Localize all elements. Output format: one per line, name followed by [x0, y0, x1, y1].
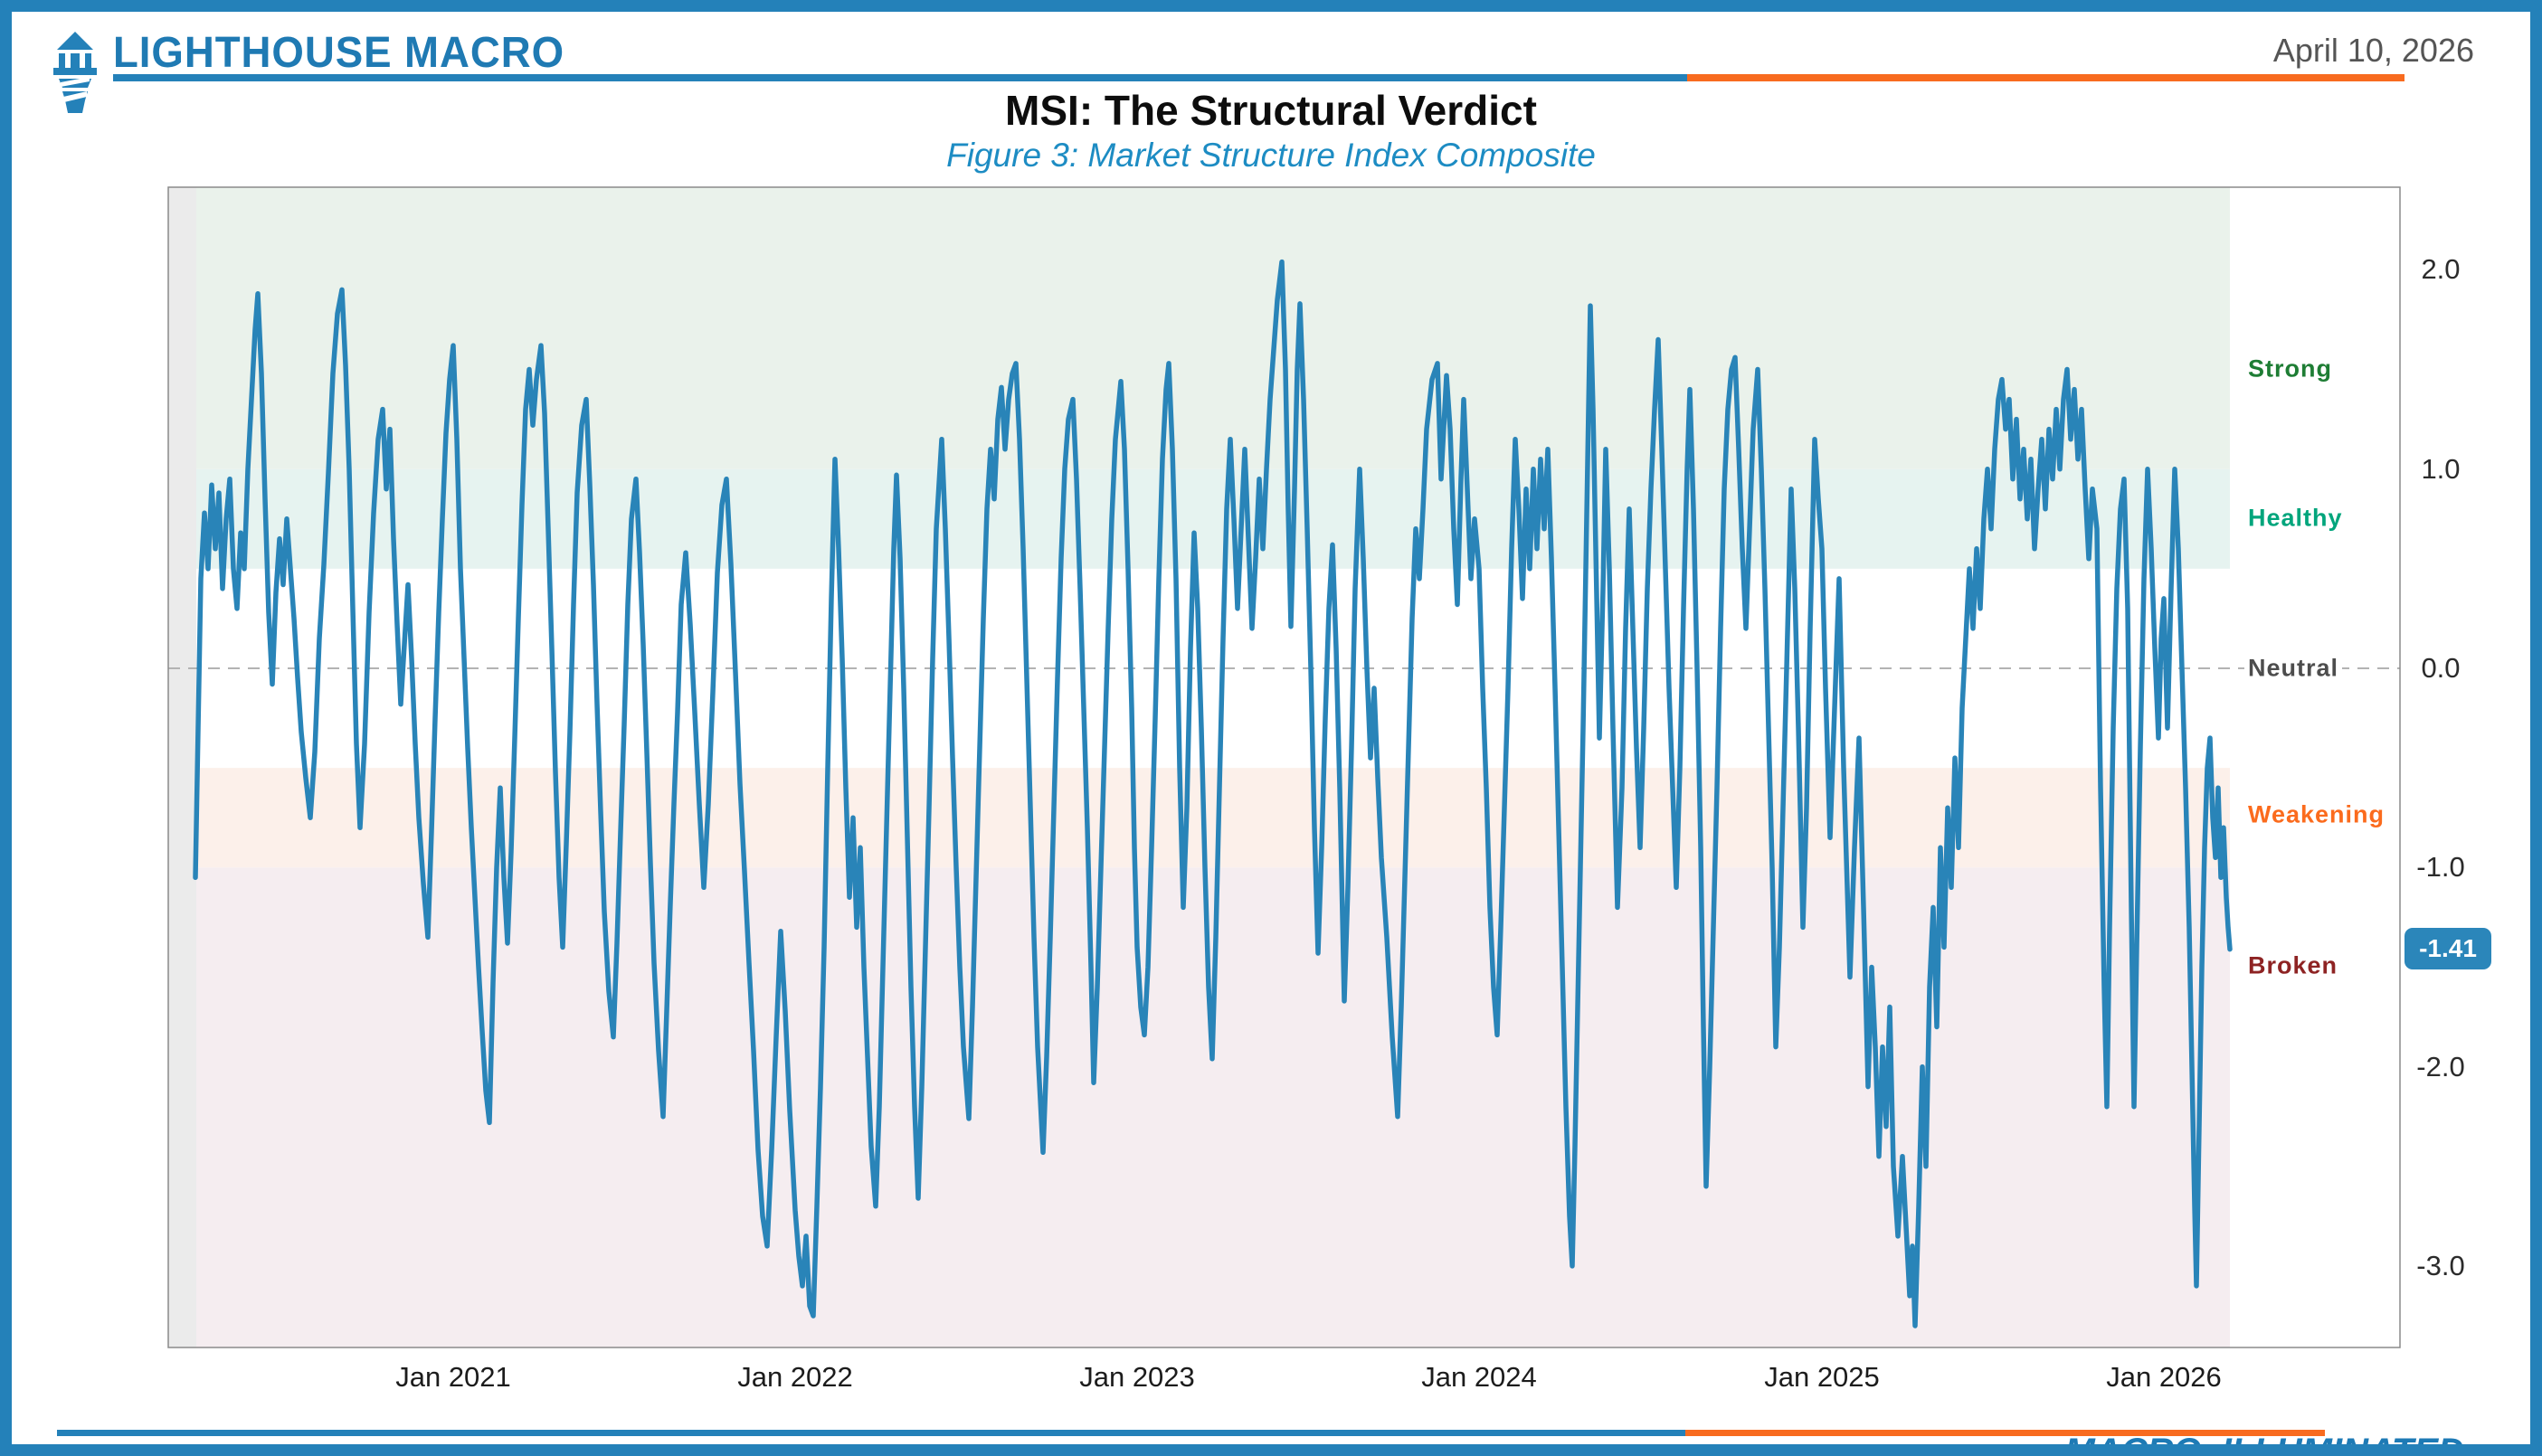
y-tick-label: -3.0 [2416, 1249, 2465, 1281]
y-tick-label: -1.0 [2416, 851, 2465, 884]
x-tick-label: Jan 2026 [2106, 1361, 2222, 1393]
zone-label-strong: Strong [2244, 353, 2336, 385]
page-subtitle: Figure 3: Market Structure Index Composi… [946, 137, 1596, 174]
msi-series-line [193, 259, 2233, 1328]
footer-rule-blue [57, 1430, 1685, 1436]
y-tick-label: 0.0 [2421, 652, 2461, 684]
zone-band-healthy [196, 468, 2230, 569]
footer-rule-orange [1685, 1430, 2325, 1436]
brand-title: LIGHTHOUSE MACRO [113, 29, 565, 77]
x-tick-label: Jan 2025 [1764, 1361, 1880, 1393]
x-tick-label: Jan 2023 [1079, 1361, 1195, 1393]
x-tick-label: Jan 2021 [395, 1361, 511, 1393]
zone-band-weakening [196, 768, 2230, 868]
zone-label-weakening: Weakening [2244, 799, 2389, 831]
zone-label-broken: Broken [2244, 950, 2342, 982]
report-date: April 10, 2026 [2272, 32, 2474, 69]
footer-tagline: MACRO, ILLUMINATED. [2064, 1432, 2474, 1456]
zone-band-strong [196, 187, 2230, 469]
page-title: MSI: The Structural Verdict [1005, 87, 1537, 134]
lighthouse-logo-icon [53, 32, 97, 113]
msi-line-chart [167, 186, 2401, 1348]
y-tick-label: -2.0 [2416, 1050, 2465, 1083]
zone-label-neutral: Neutral [2244, 652, 2343, 685]
footer-source-line: Lighthouse Macro | S&P 500, Lighthouse M… [89, 1441, 1205, 1456]
zone-label-healthy: Healthy [2244, 502, 2347, 534]
y-tick-label: 2.0 [2421, 253, 2461, 286]
x-tick-label: Jan 2022 [737, 1361, 853, 1393]
x-tick-label: Jan 2024 [1421, 1361, 1537, 1393]
header-rule-orange [1687, 74, 2404, 81]
last-value-badge: -1.41 [2404, 928, 2491, 969]
y-tick-label: 1.0 [2421, 452, 2461, 485]
header-rule-blue [113, 74, 1687, 81]
plot-frame [167, 186, 2401, 1348]
pre-data-strip [168, 187, 196, 1347]
